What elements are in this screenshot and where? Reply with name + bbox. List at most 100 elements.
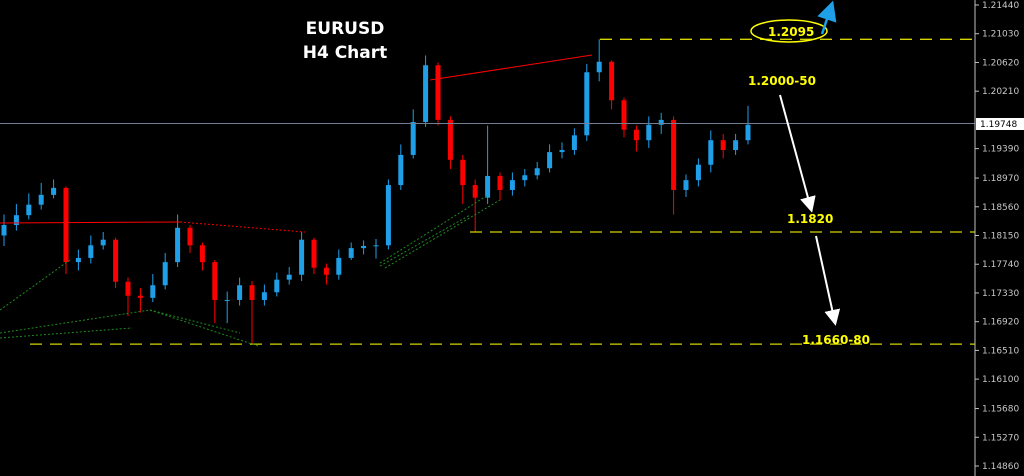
candle-body bbox=[137, 295, 143, 298]
candle-body bbox=[13, 215, 19, 225]
candle-body bbox=[447, 119, 453, 160]
overlays bbox=[0, 38, 975, 347]
y-tick-label: 1.19390 bbox=[982, 145, 1019, 155]
candle-body bbox=[559, 150, 565, 153]
candle-body bbox=[733, 140, 739, 151]
support-line bbox=[149, 309, 259, 347]
chart-subtitle: H4 Chart bbox=[303, 43, 388, 63]
level-label-2: 1.2000-50 bbox=[748, 74, 816, 88]
down-arrow-1 bbox=[779, 94, 816, 213]
level-label-3: 1.1820 bbox=[787, 212, 833, 226]
candle-body bbox=[410, 122, 416, 155]
y-tick-label: 1.21440 bbox=[982, 1, 1019, 11]
candle-body bbox=[522, 175, 528, 181]
candle-body bbox=[311, 239, 317, 268]
candle-body bbox=[671, 119, 677, 190]
y-tick-label: 1.15680 bbox=[982, 405, 1019, 415]
level-label-4: 1.1660-80 bbox=[802, 333, 870, 347]
candle-body bbox=[88, 245, 94, 258]
candle-body bbox=[336, 257, 342, 275]
support-line bbox=[379, 194, 489, 264]
trend-line bbox=[429, 54, 593, 81]
candles bbox=[1, 39, 751, 345]
candle-body bbox=[658, 119, 664, 125]
candle-body bbox=[274, 279, 280, 293]
candle-body bbox=[621, 100, 627, 130]
y-tick-label: 1.18150 bbox=[982, 232, 1019, 242]
candle-body bbox=[361, 246, 367, 249]
candle-body bbox=[100, 239, 106, 246]
candle-body bbox=[720, 140, 726, 151]
candle-body bbox=[249, 285, 255, 300]
candle-body bbox=[373, 245, 379, 247]
candle-body bbox=[472, 185, 478, 198]
y-tick-label: 1.18970 bbox=[982, 174, 1019, 184]
candle-body bbox=[237, 285, 243, 300]
y-tick-label: 1.17740 bbox=[982, 260, 1019, 270]
support-line bbox=[0, 259, 71, 311]
candle-body bbox=[509, 180, 515, 190]
candle-body bbox=[150, 285, 156, 298]
candle-body bbox=[435, 65, 441, 120]
candle-body bbox=[708, 140, 714, 165]
candle-body bbox=[497, 175, 503, 190]
candle-body bbox=[26, 204, 32, 216]
down-arrow-2 bbox=[815, 235, 841, 326]
candle-body bbox=[38, 194, 44, 205]
candle-body bbox=[584, 72, 590, 136]
candle-body bbox=[534, 168, 540, 176]
candle-body bbox=[571, 135, 577, 151]
candle-body bbox=[633, 129, 639, 141]
candle-body bbox=[398, 154, 404, 186]
y-tick-label: 1.16920 bbox=[982, 318, 1019, 328]
y-tick-label: 1.14860 bbox=[982, 462, 1019, 472]
candle-body bbox=[596, 61, 602, 73]
candle-body bbox=[1, 224, 7, 236]
y-tick-label: 1.18560 bbox=[982, 203, 1019, 213]
candle-body bbox=[695, 164, 701, 181]
candle-body bbox=[63, 187, 69, 263]
trend-line-dotted bbox=[179, 221, 306, 233]
candle-body bbox=[125, 281, 131, 296]
candle-body bbox=[385, 185, 391, 246]
y-tick-label: 1.20620 bbox=[982, 58, 1019, 68]
candle-body bbox=[199, 245, 205, 263]
y-tick-label: 1.16510 bbox=[982, 346, 1019, 356]
candle-body bbox=[75, 257, 81, 263]
y-tick-label: 1.15270 bbox=[982, 433, 1019, 443]
support-line bbox=[0, 309, 151, 334]
support-line bbox=[384, 199, 501, 269]
y-tick-label: 1.17330 bbox=[982, 289, 1019, 299]
candle-body bbox=[547, 152, 553, 169]
y-tick-label: 1.20210 bbox=[982, 87, 1019, 97]
candle-body bbox=[348, 248, 354, 258]
candle-body bbox=[485, 175, 491, 198]
candle-body bbox=[323, 267, 329, 275]
candle-body bbox=[224, 299, 230, 301]
support-line bbox=[149, 309, 241, 334]
trend-line bbox=[0, 221, 181, 224]
candle-body bbox=[683, 180, 689, 190]
current-price-box bbox=[976, 118, 1024, 130]
current-price-label: 1.19748 bbox=[980, 120, 1017, 130]
candle-body bbox=[175, 227, 181, 263]
price-axis: 1.21440 1.21030 1.20620 1.20210 1.19390 1.189… bbox=[975, 1, 1019, 472]
candle-body bbox=[286, 274, 292, 280]
candle-body bbox=[609, 61, 615, 101]
level-highlight-ellipse bbox=[750, 19, 828, 43]
y-tick-label: 1.16100 bbox=[982, 375, 1019, 385]
candle-body bbox=[646, 124, 652, 141]
candle-body bbox=[745, 124, 751, 141]
candle-body bbox=[423, 65, 429, 123]
level-label-1: 1.2095 bbox=[768, 25, 814, 39]
chart-title: EURUSD bbox=[306, 19, 385, 39]
candle-body bbox=[299, 239, 305, 275]
candle-body bbox=[212, 262, 218, 300]
candle-body bbox=[187, 227, 193, 246]
support-line bbox=[379, 214, 471, 267]
y-tick-label: 1.21030 bbox=[982, 30, 1019, 40]
candle-body bbox=[460, 159, 466, 186]
candle-body bbox=[162, 262, 168, 286]
up-arrow bbox=[817, 0, 837, 35]
